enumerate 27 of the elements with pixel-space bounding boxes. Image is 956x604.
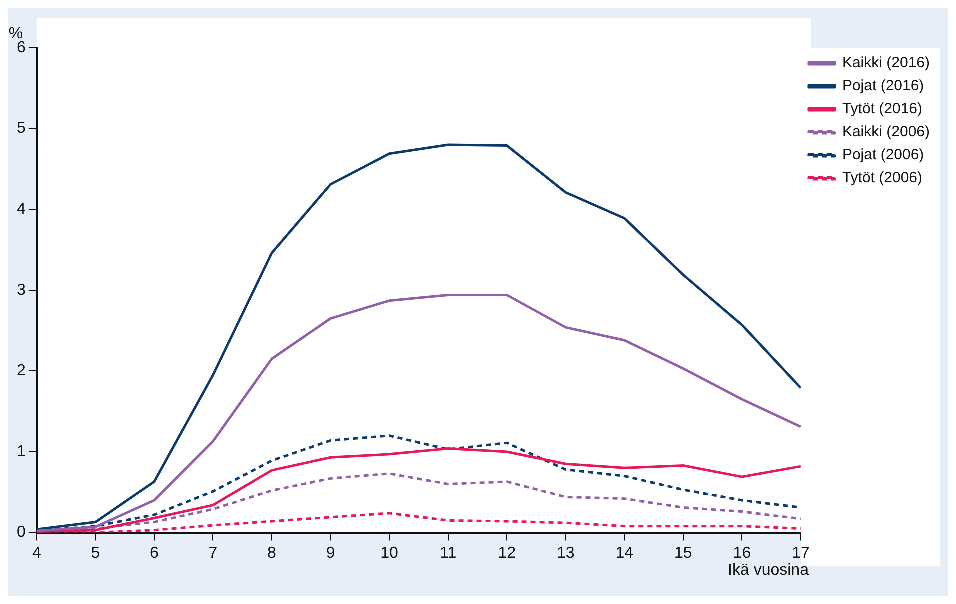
x-tick-label: 4 bbox=[32, 544, 42, 562]
x-tick-label: 10 bbox=[380, 544, 399, 562]
x-tick-label: 8 bbox=[268, 544, 277, 562]
legend-label: Kaikki (2006) bbox=[842, 124, 930, 141]
y-tick-label: 4 bbox=[16, 201, 26, 218]
legend-label: Tytöt (2016) bbox=[842, 100, 923, 118]
x-tick-label: 13 bbox=[556, 544, 575, 562]
x-tick-label: 6 bbox=[150, 544, 159, 562]
x-tick-label: 14 bbox=[616, 544, 634, 562]
x-tick-label: 16 bbox=[733, 544, 752, 562]
x-tick-label: 12 bbox=[498, 544, 516, 562]
x-tick-label: 5 bbox=[91, 544, 100, 562]
x-tick-label: 17 bbox=[792, 544, 810, 562]
y-tick-label: 1 bbox=[16, 443, 26, 460]
legend-label: Pojat (2006) bbox=[842, 146, 924, 164]
x-tick-label: 15 bbox=[674, 544, 692, 562]
legend-label: Pojat (2016) bbox=[842, 78, 924, 95]
y-tick-label: 2 bbox=[16, 362, 26, 380]
legend-label: Kaikki (2016) bbox=[842, 54, 930, 72]
legend-label: Tytöt (2006) bbox=[842, 170, 923, 187]
x-tick-label: 7 bbox=[208, 544, 218, 562]
x-tick-label: 11 bbox=[440, 544, 457, 562]
x-axis-title: Ikä vuosina bbox=[728, 562, 810, 580]
y-tick-label: 5 bbox=[16, 120, 26, 138]
y-tick-label: 0 bbox=[16, 524, 26, 542]
x-tick-label: 9 bbox=[326, 544, 336, 562]
y-tick-label: 3 bbox=[16, 282, 26, 299]
